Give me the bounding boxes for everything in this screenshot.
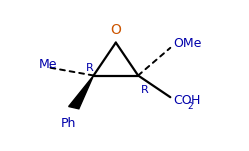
Text: R: R <box>141 85 148 95</box>
Polygon shape <box>69 76 94 109</box>
Text: O: O <box>110 23 121 37</box>
Text: R: R <box>86 63 94 73</box>
Text: 2: 2 <box>187 102 192 111</box>
Text: Me: Me <box>39 58 58 71</box>
Text: Ph: Ph <box>61 117 76 130</box>
Text: H: H <box>191 94 200 107</box>
Text: OMe: OMe <box>173 37 201 50</box>
Text: CO: CO <box>173 94 191 107</box>
